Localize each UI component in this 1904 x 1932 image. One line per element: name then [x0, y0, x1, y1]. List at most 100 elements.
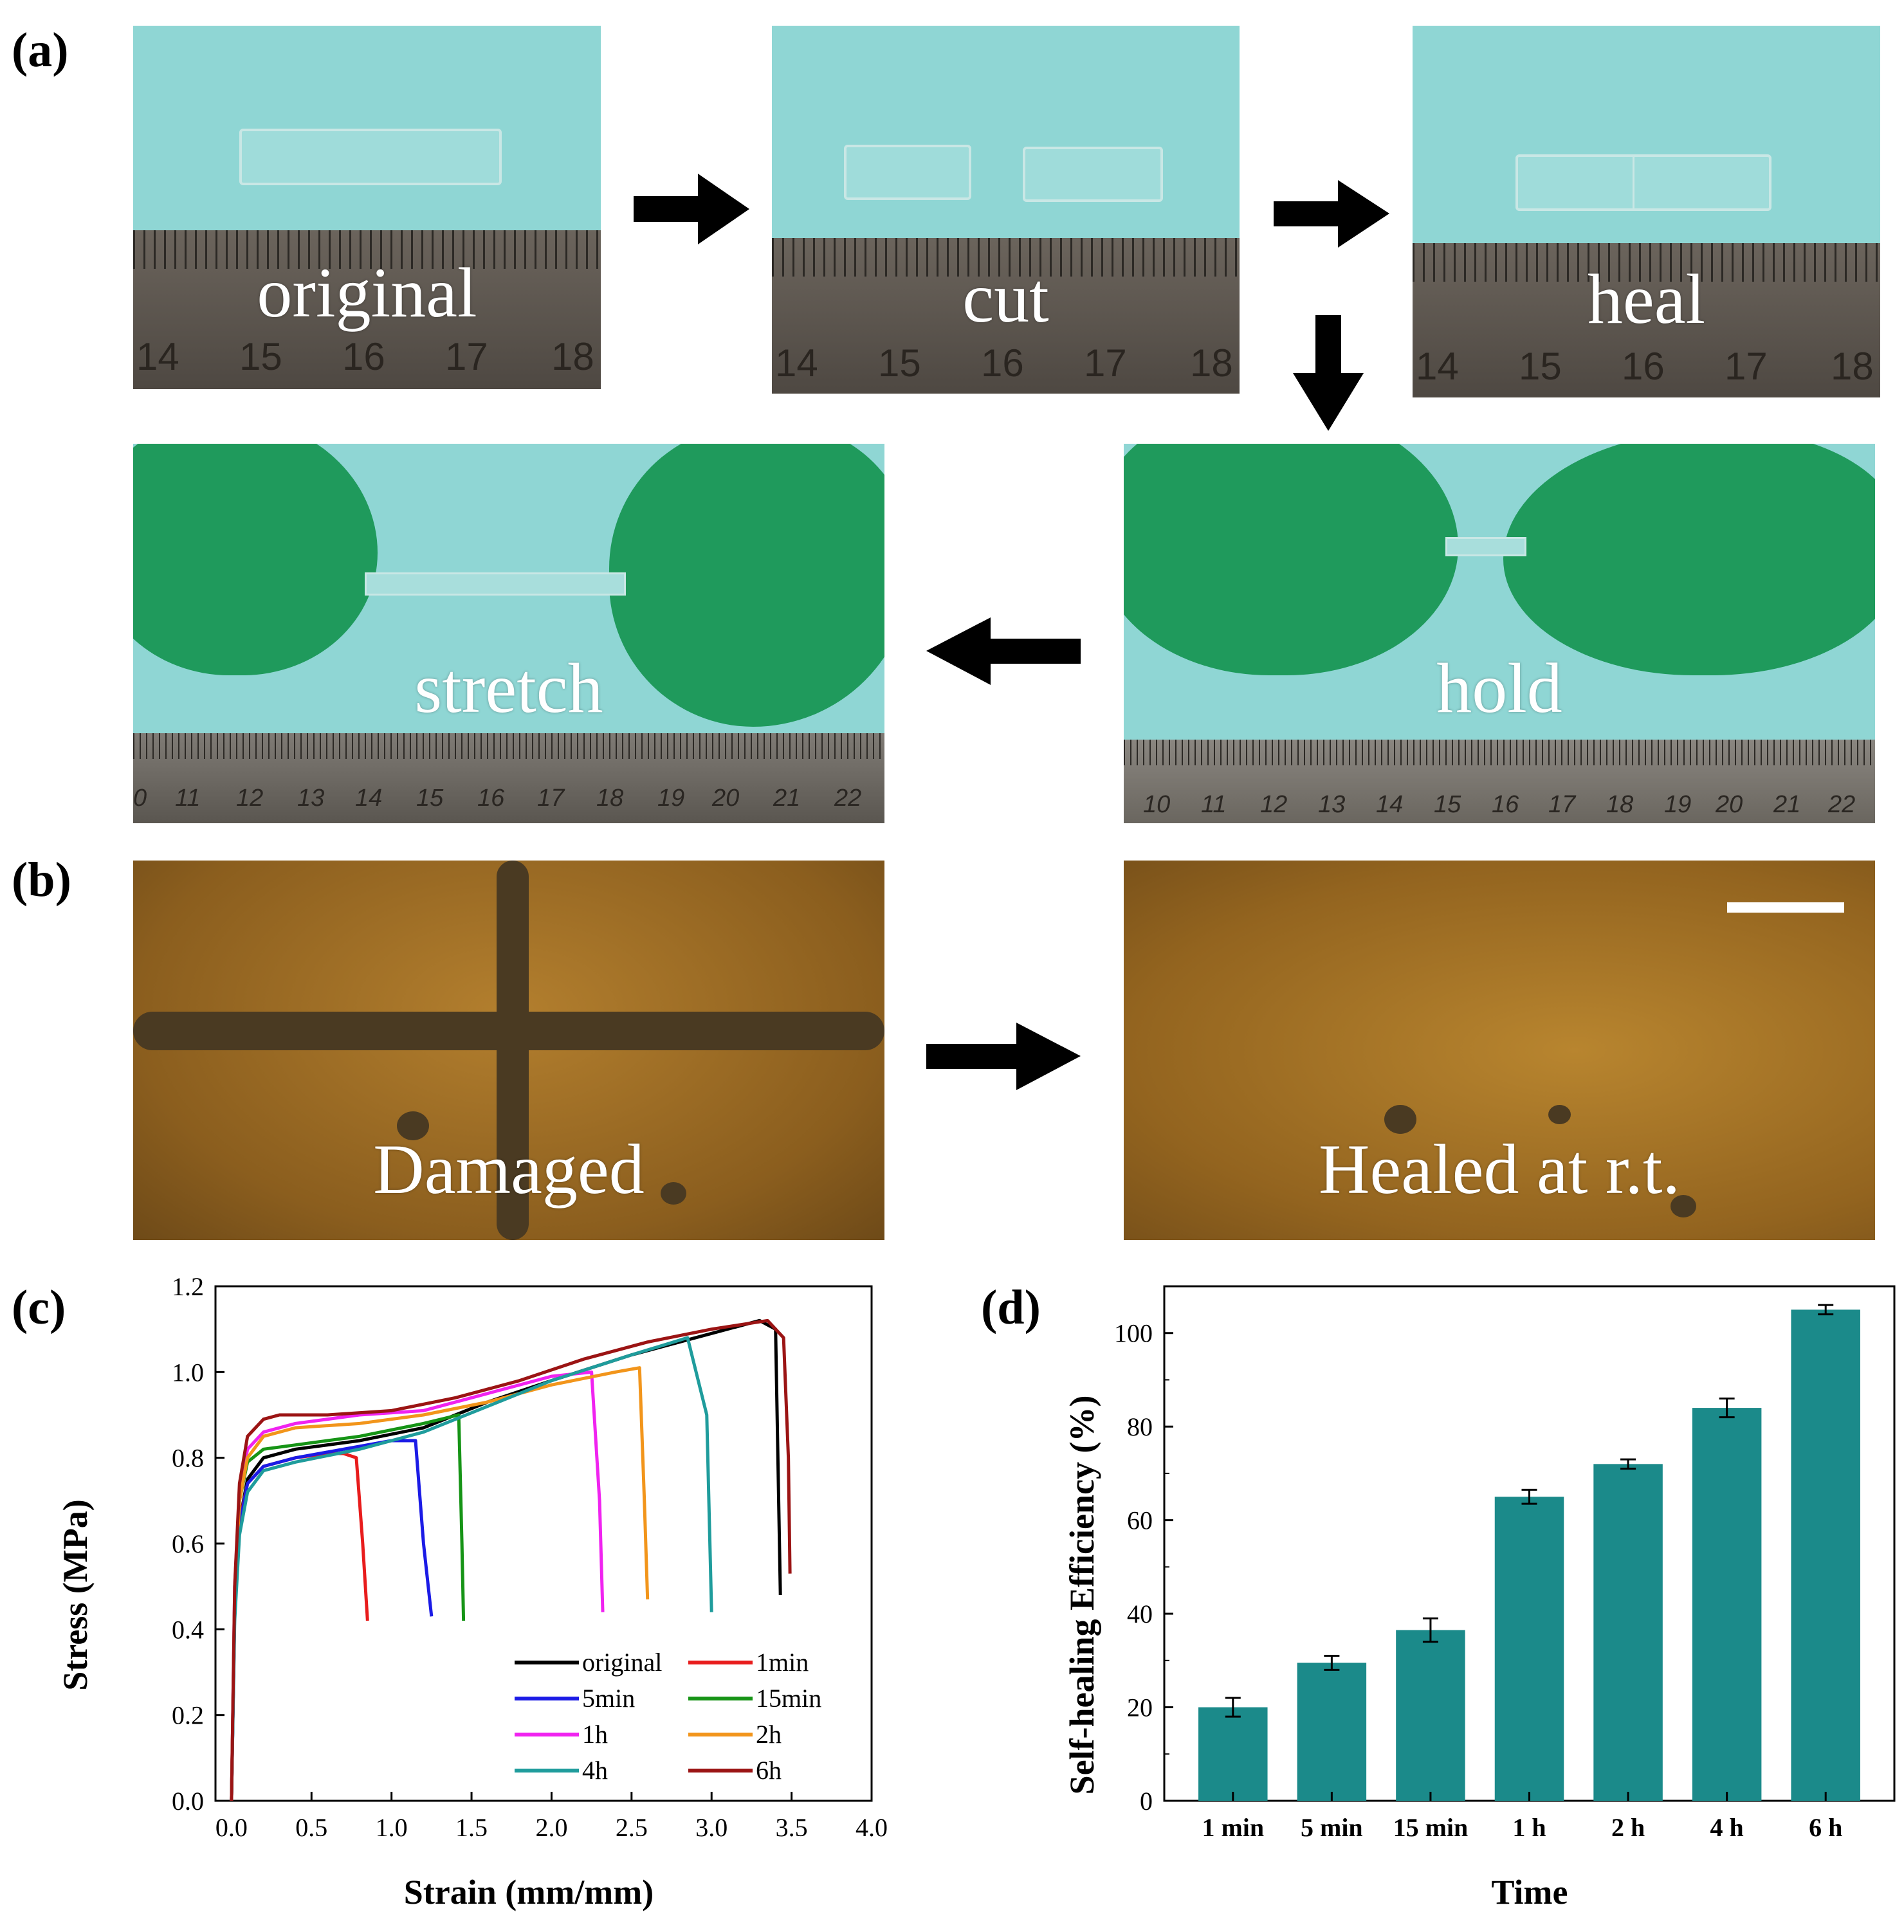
- ruler-number: 20: [1716, 791, 1743, 818]
- ruler-number: 19: [657, 785, 685, 812]
- bar: [1692, 1408, 1762, 1801]
- ruler: [1124, 740, 1875, 823]
- ruler-number: 15: [1519, 345, 1562, 388]
- defect-spot: [1548, 1105, 1571, 1124]
- x-axis-label: Strain (mm/mm): [404, 1873, 654, 1911]
- series-line-6h: [230, 1318, 792, 1801]
- caption-damaged: Damaged: [373, 1130, 645, 1208]
- legend-label: 4h: [582, 1756, 608, 1785]
- x-tick-label: 1.0: [376, 1813, 408, 1842]
- series-line-2h: [230, 1366, 650, 1801]
- x-tick-label: 0.5: [295, 1813, 327, 1842]
- ruler-ticks: [1413, 243, 1880, 282]
- x-tick-label: 3.5: [776, 1813, 808, 1842]
- ruler-number: 14: [775, 342, 818, 385]
- ruler-number: 15: [1434, 791, 1461, 818]
- ruler: [772, 238, 1240, 394]
- sample-piece-right: [1023, 147, 1163, 202]
- photo-hold: 10 11 12 13 14 15 16 17 18 19 20 21 22 h…: [1124, 444, 1875, 823]
- glove-right: [1503, 444, 1875, 675]
- x-tick-label: 2.0: [535, 1813, 567, 1842]
- scale-bar: [1727, 902, 1844, 913]
- ruler-number: 15: [239, 335, 282, 378]
- ruler: [133, 230, 601, 389]
- y-tick-label: 0.8: [172, 1444, 204, 1473]
- stretched-strip: [365, 572, 626, 596]
- ruler: [1413, 243, 1880, 397]
- ruler-number: 14: [1416, 345, 1459, 388]
- x-tick-label: 2.5: [616, 1813, 648, 1842]
- ruler-number: 0: [133, 785, 147, 812]
- caption-hold: hold: [1436, 649, 1562, 727]
- ruler-number: 11: [175, 785, 201, 812]
- ruler-ticks: [772, 238, 1240, 277]
- x-tick-label: 4 h: [1710, 1813, 1744, 1842]
- arrow-right-icon: [1274, 180, 1389, 248]
- x-tick-label: 1.5: [455, 1813, 488, 1842]
- series-line-15min: [230, 1413, 466, 1801]
- legend-label: 5min: [582, 1684, 635, 1713]
- ruler-number: 15: [878, 342, 921, 385]
- x-tick-label: 3.0: [695, 1813, 728, 1842]
- held-strip: [1445, 537, 1526, 556]
- caption-healed: Healed at r.t.: [1319, 1130, 1680, 1208]
- y-tick-label: 0: [1140, 1787, 1153, 1816]
- ruler-number: 16: [342, 335, 385, 378]
- sample-strip: [239, 129, 502, 185]
- photo-cut: 14 15 16 17 18 cut: [772, 26, 1240, 394]
- defect-spot: [1384, 1105, 1416, 1134]
- photo-heal: 14 15 16 17 18 heal: [1413, 26, 1880, 397]
- healing-efficiency-chart: Self-healing Efficiency (%) Time 0 20 40 60…: [1063, 1285, 1896, 1911]
- x-tick-label: 1 h: [1512, 1813, 1546, 1842]
- ruler-number: 17: [1548, 791, 1576, 818]
- ruler-number: 21: [773, 785, 801, 812]
- series-line-1min: [230, 1452, 369, 1801]
- ruler-number: 17: [1084, 342, 1127, 385]
- ruler-number: 12: [1260, 791, 1288, 818]
- ruler-number: 17: [1725, 345, 1768, 388]
- bar: [1396, 1630, 1465, 1801]
- stress-strain-chart: Stress (MPa) Strain (mm/mm) 0.0 0.2 0.4 0.6…: [56, 1272, 888, 1911]
- micrograph-damaged: Damaged: [133, 861, 884, 1240]
- ruler-number: 13: [1318, 791, 1346, 818]
- ruler-number: 16: [981, 342, 1024, 385]
- glove-left: [1124, 444, 1458, 675]
- y-tick-label: 100: [1114, 1319, 1153, 1348]
- ruler-number: 18: [1831, 345, 1874, 388]
- y-tick-label: 0.4: [172, 1615, 204, 1644]
- ruler-number: 16: [1492, 791, 1519, 818]
- x-axis-label: Time: [1492, 1873, 1568, 1911]
- defect-spot: [1671, 1195, 1696, 1217]
- ruler-number: 14: [355, 785, 383, 812]
- ruler-number: 22: [834, 785, 862, 812]
- arrow-right-icon: [926, 1023, 1081, 1090]
- y-tick-label: 0.6: [172, 1529, 204, 1558]
- arrow-down-icon: [1293, 315, 1364, 431]
- ruler-number: 12: [236, 785, 264, 812]
- photo-stretch: 0 11 12 13 14 15 16 17 18 19 20 21 22 st…: [133, 444, 884, 823]
- defect-spot: [661, 1182, 686, 1205]
- x-tick-label: 5 min: [1301, 1813, 1363, 1842]
- y-tick-label: 1.2: [172, 1272, 204, 1301]
- ruler-number: 18: [1190, 342, 1233, 385]
- scratch-vertical: [497, 861, 529, 1240]
- ruler-number: 20: [712, 785, 740, 812]
- y-tick-label: 0.0: [172, 1787, 204, 1816]
- arrow-right-icon: [634, 174, 749, 244]
- micrograph-healed: Healed at r.t.: [1124, 861, 1875, 1240]
- caption-heal: heal: [1587, 260, 1706, 338]
- legend-label: 6h: [756, 1756, 782, 1785]
- legend-label: 15min: [756, 1684, 821, 1713]
- legend-label: 2h: [756, 1720, 782, 1749]
- glove-left: [133, 444, 378, 675]
- sample-piece-left: [844, 145, 971, 200]
- caption-stretch: stretch: [414, 649, 603, 727]
- arrow-left-icon: [926, 617, 1081, 685]
- x-tick-label: 0.0: [215, 1813, 248, 1842]
- x-tick-label: 6 h: [1809, 1813, 1842, 1842]
- ruler-number: 11: [1201, 791, 1227, 818]
- series-line-original: [230, 1318, 782, 1801]
- y-tick-label: 60: [1127, 1506, 1153, 1535]
- legend-label: 1h: [582, 1720, 608, 1749]
- ruler-number: 14: [1376, 791, 1404, 818]
